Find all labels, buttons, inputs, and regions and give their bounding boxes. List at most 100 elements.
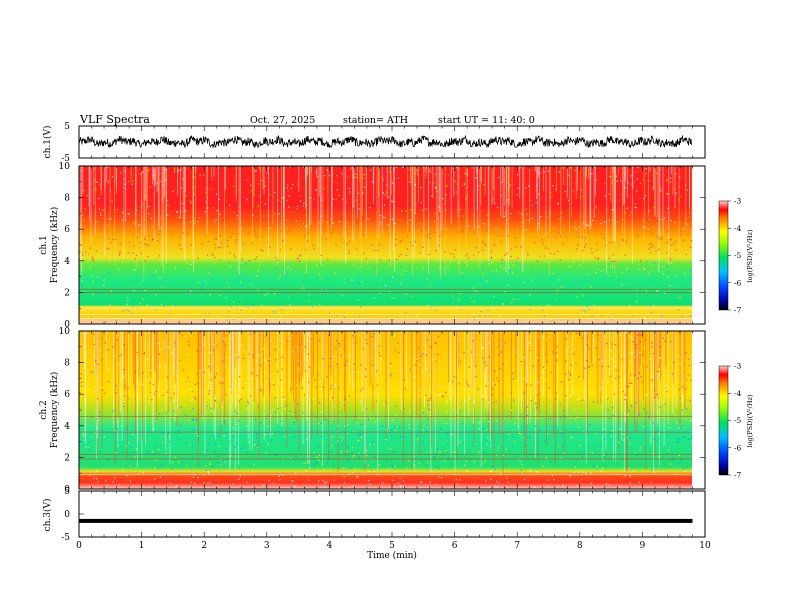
spectrogram-speckle (153, 393, 155, 396)
spectrogram-speckle (658, 365, 661, 367)
spectrogram-speckle (601, 437, 603, 439)
spectrogram-speckle (552, 351, 554, 353)
spectrogram-speckle (488, 421, 490, 423)
spectrogram-speckle (472, 255, 475, 257)
spectrogram-speckle (264, 203, 267, 205)
spectrogram-speckle (301, 287, 303, 290)
spectrogram-speckle (482, 273, 485, 275)
spectrogram-speckle (438, 245, 441, 247)
spectrogram-speckle (322, 386, 324, 389)
spectrogram-speckle (336, 182, 339, 184)
spectrogram-speckle (272, 381, 274, 383)
spectrogram-speckle (427, 304, 429, 306)
spectrogram-speckle (112, 481, 114, 483)
spectrogram-speckle (98, 197, 100, 200)
spectrogram-speckle (541, 239, 543, 241)
spectrogram-speckle (312, 307, 314, 309)
spectrogram-speckle (428, 284, 431, 286)
spectrogram-speckle (80, 385, 83, 387)
spectrogram-speckle (484, 459, 487, 462)
spectrogram-speckle (103, 279, 105, 281)
spectrogram-speckle (235, 443, 238, 445)
spectrogram-speckle (406, 248, 409, 250)
spectrogram-speckle (413, 172, 415, 174)
spectrogram-speckle (265, 433, 267, 436)
spectrogram-speckle (329, 312, 331, 315)
spectrogram-speckle (256, 205, 258, 208)
spectrogram-speckle (107, 380, 110, 383)
spectrogram-speckle (93, 477, 95, 479)
spectrogram-speckle (412, 245, 414, 247)
spectrogram-speckle (214, 399, 216, 402)
spectrogram-speckle (290, 311, 292, 313)
spectrogram-speckle (144, 289, 146, 292)
spectrogram-speckle (330, 437, 333, 439)
spectrogram-speckle (490, 250, 492, 252)
spectrogram-speckle (82, 290, 84, 293)
spectrogram-speckle (459, 406, 461, 408)
spectrogram-speckle (626, 414, 628, 416)
spectrogram-speckle (136, 237, 138, 239)
spectrogram-speckle (681, 399, 683, 402)
spectrogram-speckle (248, 402, 250, 404)
spectrogram-speckle (216, 405, 218, 407)
spectrogram-speckle (256, 256, 258, 258)
spectrogram-speckle (437, 384, 440, 387)
spectrogram-speckle (537, 335, 540, 337)
spectrogram-speckle (127, 397, 129, 399)
spectrogram-speckle (476, 353, 478, 356)
spectrogram-speckle (379, 279, 382, 282)
spectrogram-speckle (255, 237, 258, 239)
spectrogram-speckle (538, 172, 541, 175)
spectrogram-speckle (395, 244, 397, 246)
spectrogram-speckle (108, 248, 110, 250)
spectrogram-speckle (275, 311, 277, 313)
spectrogram-speckle (161, 409, 163, 411)
spectrogram-speckle (687, 438, 690, 440)
spectrogram-speckle (441, 211, 443, 213)
spectrogram-speckle (670, 238, 672, 241)
spectrogram-speckle (633, 356, 636, 358)
spectrogram-speckle (628, 409, 630, 411)
spectrogram-speckle (287, 412, 289, 414)
spectrogram-speckle (139, 173, 141, 175)
spectrogram-speckle (144, 238, 146, 240)
spectrogram-speckle (356, 203, 359, 205)
spectrogram-speckle (508, 271, 510, 273)
spectrogram-speckle (654, 393, 656, 395)
spectrogram-speckle (514, 246, 517, 248)
spectrogram-speckle (362, 387, 364, 389)
spectrogram-speckle (180, 248, 182, 250)
spectrogram-speckle (279, 479, 281, 481)
spectrogram-speckle (239, 188, 241, 190)
spectrogram-speckle (92, 436, 94, 439)
spectrogram-speckle (346, 361, 349, 363)
spectrogram-speckle (379, 292, 381, 294)
spectrogram-speckle (431, 307, 433, 309)
spectrogram-speckle (565, 416, 567, 418)
spectrogram-speckle (599, 297, 601, 299)
spectrogram-speckle (487, 334, 489, 336)
spectrogram-speckle (609, 417, 611, 419)
spectrogram-speckle (565, 338, 567, 340)
ch3-ytick-label: 5 (64, 487, 70, 497)
ch1-ytick-label: -5 (61, 154, 70, 164)
spectrogram-speckle (421, 409, 424, 411)
spectrogram-speckle (354, 369, 356, 371)
spectrogram-speckle (663, 335, 665, 338)
spectrogram-speckle (274, 454, 276, 456)
spectrogram-speckle (391, 200, 393, 202)
spectrogram-speckle (379, 259, 382, 261)
spectrogram-speckle (97, 276, 99, 278)
spectrogram-speckle (321, 199, 323, 201)
spectrogram-speckle (550, 371, 552, 374)
spectrogram-speckle (256, 375, 258, 377)
spectrogram-speckle (520, 246, 522, 248)
spectrogram-speckle (131, 183, 133, 185)
spectrogram-speckle (430, 171, 433, 173)
spectrogram-speckle (239, 474, 241, 477)
spectrogram-speckle (109, 189, 111, 191)
spectrogram-speckle (508, 189, 510, 192)
spectrogram-speckle (616, 310, 618, 312)
spectrogram-speckle (391, 373, 393, 376)
